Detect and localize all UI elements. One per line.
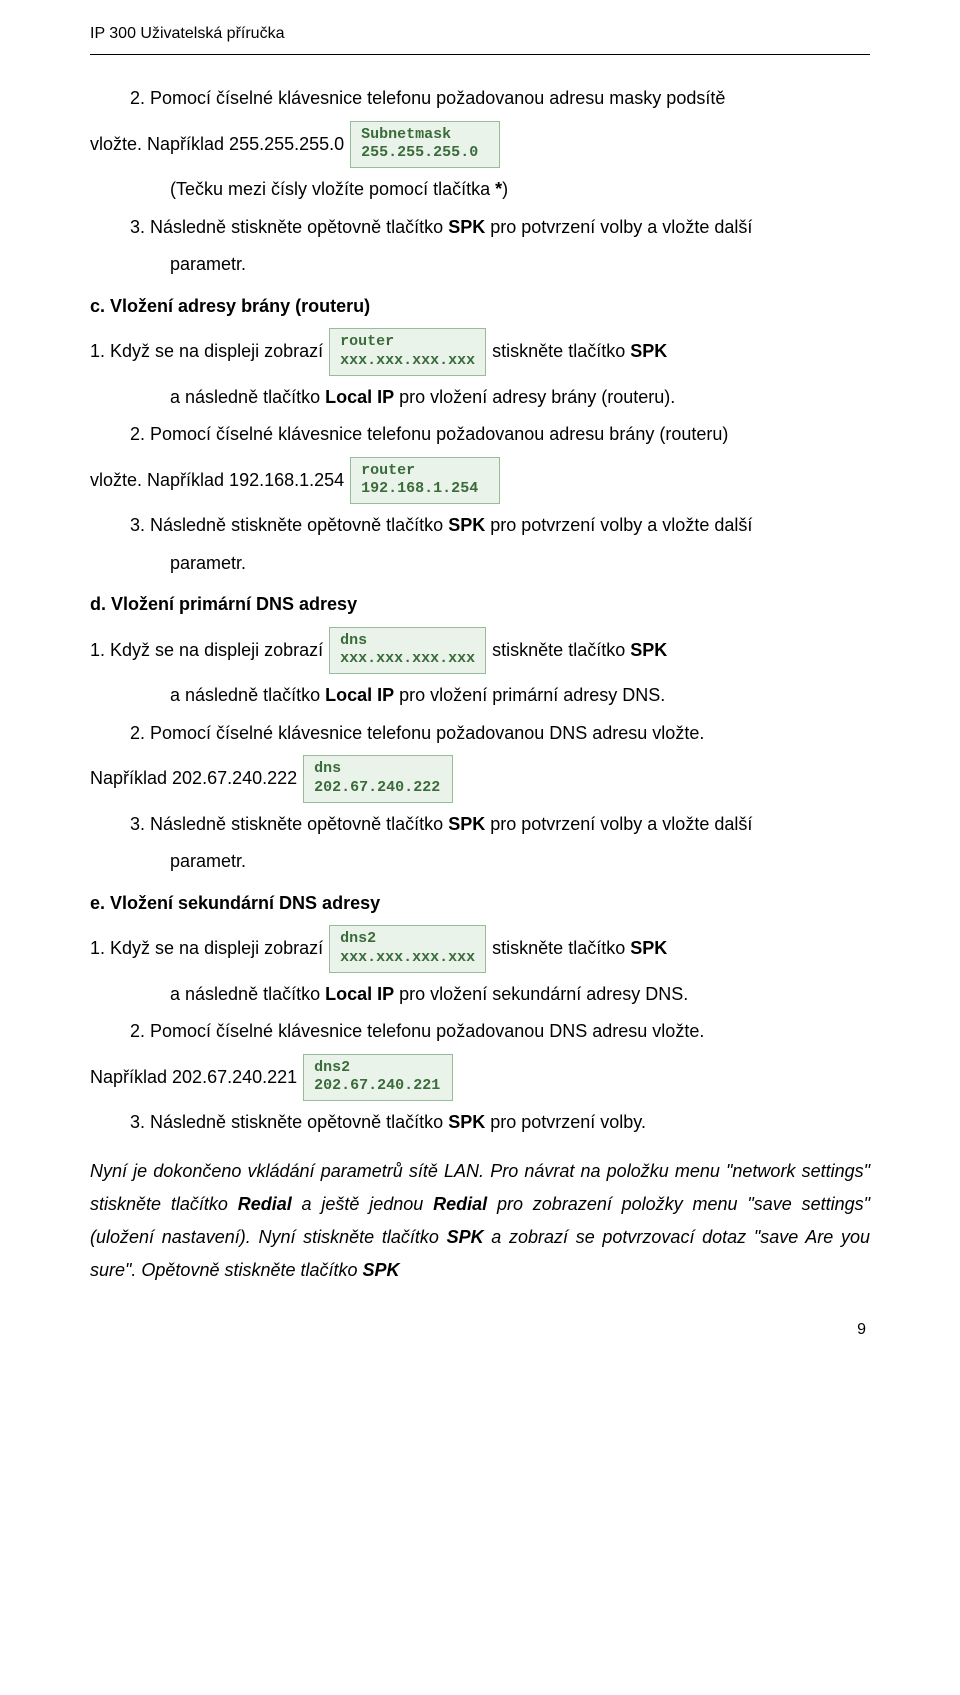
lcd-router-blank: router xxx.xxx.xxx.xxx bbox=[329, 328, 486, 376]
lcd-dns-blank: dns xxx.xxx.xxx.xxx bbox=[329, 627, 486, 675]
b-step2-row: vložte. Například 255.255.255.0 Subnetma… bbox=[90, 121, 870, 169]
c-title: c. Vložení adresy brány (routeru) bbox=[90, 291, 870, 323]
c-step3-line1: 3. Následně stiskněte opětovně tlačítko … bbox=[130, 510, 870, 542]
e-step2-row: Například 202.67.240.221 dns2 202.67.240… bbox=[90, 1054, 870, 1102]
c-step1-c: a následně tlačítko bbox=[170, 387, 325, 407]
c-step2-line1: 2. Pomocí číselné klávesnice telefonu po… bbox=[130, 419, 870, 451]
redial-label: Redial bbox=[433, 1194, 487, 1214]
c-step3-line2: parametr. bbox=[170, 548, 870, 580]
spk-label: SPK bbox=[630, 640, 667, 660]
localip-label: Local IP bbox=[325, 685, 394, 705]
d-step3-a: 3. Následně stiskněte opětovně tlačítko bbox=[130, 814, 448, 834]
section-d: d. Vložení primární DNS adresy 1. Když s… bbox=[90, 589, 870, 878]
d-step1-b: stiskněte tlačítko bbox=[492, 640, 630, 660]
e-step3-b: pro potvrzení volby. bbox=[485, 1112, 646, 1132]
e-step3-a: 3. Následně stiskněte opětovně tlačítko bbox=[130, 1112, 448, 1132]
e-step1-c: a následně tlačítko bbox=[170, 984, 325, 1004]
b-note-a: (Tečku mezi čísly vložíte pomocí tlačítk… bbox=[170, 179, 495, 199]
closing-paragraph: Nyní je dokončeno vkládání parametrů sít… bbox=[90, 1155, 870, 1288]
localip-label: Local IP bbox=[325, 984, 394, 1004]
b-step3-line2: parametr. bbox=[170, 249, 870, 281]
b-step3-b: pro potvrzení volby a vložte další bbox=[485, 217, 752, 237]
spk-label: SPK bbox=[630, 341, 667, 361]
d-step1-b-wrap: stiskněte tlačítko SPK bbox=[492, 635, 667, 667]
d-step1-cont: a následně tlačítko Local IP pro vložení… bbox=[170, 680, 870, 712]
lcd-dns2-blank: dns2 xxx.xxx.xxx.xxx bbox=[329, 925, 486, 973]
section-c: c. Vložení adresy brány (routeru) 1. Kdy… bbox=[90, 291, 870, 580]
c-step3-b: pro potvrzení volby a vložte další bbox=[485, 515, 752, 535]
e-step2-line1: 2. Pomocí číselné klávesnice telefonu po… bbox=[130, 1016, 870, 1048]
e-step2-line2: Například 202.67.240.221 bbox=[90, 1062, 297, 1094]
spk-label: SPK bbox=[448, 217, 485, 237]
d-step1-a: 1. Když se na displeji zobrazí bbox=[90, 635, 323, 667]
d-step1-row: 1. Když se na displeji zobrazí dns xxx.x… bbox=[90, 627, 870, 675]
e-title: e. Vložení sekundární DNS adresy bbox=[90, 888, 870, 920]
c-step1-b: stiskněte tlačítko bbox=[492, 341, 630, 361]
page-number: 9 bbox=[90, 1316, 870, 1344]
b-step3-line1: 3. Následně stiskněte opětovně tlačítko … bbox=[130, 212, 870, 244]
spk-label: SPK bbox=[363, 1260, 400, 1280]
localip-label: Local IP bbox=[325, 387, 394, 407]
d-step2-row: Například 202.67.240.222 dns 202.67.240.… bbox=[90, 755, 870, 803]
b-step2-line2: vložte. Například 255.255.255.0 bbox=[90, 129, 344, 161]
spk-label: SPK bbox=[448, 515, 485, 535]
d-step1-c: a následně tlačítko bbox=[170, 685, 325, 705]
d-step3-line1: 3. Následně stiskněte opětovně tlačítko … bbox=[130, 809, 870, 841]
fn-t2: a ještě jednou bbox=[292, 1194, 433, 1214]
page-header: IP 300 Uživatelská příručka bbox=[90, 20, 870, 55]
d-step1-c-end: pro vložení primární adresy DNS. bbox=[394, 685, 665, 705]
b-note-end: ) bbox=[502, 179, 508, 199]
c-step1-c-end: pro vložení adresy brány (routeru). bbox=[394, 387, 675, 407]
c-step1-a: 1. Když se na displeji zobrazí bbox=[90, 336, 323, 368]
d-title: d. Vložení primární DNS adresy bbox=[90, 589, 870, 621]
e-step3-line1: 3. Následně stiskněte opětovně tlačítko … bbox=[130, 1107, 870, 1139]
c-step2-row: vložte. Například 192.168.1.254 router 1… bbox=[90, 457, 870, 505]
d-step3-line2: parametr. bbox=[170, 846, 870, 878]
e-step1-a: 1. Když se na displeji zobrazí bbox=[90, 933, 323, 965]
b-step2-line1: 2. Pomocí číselné klávesnice telefonu po… bbox=[130, 83, 870, 115]
c-step3-a: 3. Následně stiskněte opětovně tlačítko bbox=[130, 515, 448, 535]
lcd-subnetmask: Subnetmask 255.255.255.0 bbox=[350, 121, 500, 169]
lcd-dns-val: dns 202.67.240.222 bbox=[303, 755, 453, 803]
spk-label: SPK bbox=[447, 1227, 484, 1247]
redial-label: Redial bbox=[238, 1194, 292, 1214]
spk-label: SPK bbox=[448, 814, 485, 834]
lcd-router-val: router 192.168.1.254 bbox=[350, 457, 500, 505]
spk-label: SPK bbox=[630, 938, 667, 958]
e-step1-b-wrap: stiskněte tlačítko SPK bbox=[492, 933, 667, 965]
c-step1-b-wrap: stiskněte tlačítko SPK bbox=[492, 336, 667, 368]
d-step3-b: pro potvrzení volby a vložte další bbox=[485, 814, 752, 834]
section-b-continued: 2. Pomocí číselné klávesnice telefonu po… bbox=[90, 83, 870, 281]
section-e: e. Vložení sekundární DNS adresy 1. Když… bbox=[90, 888, 870, 1139]
b-step3-a: 3. Následně stiskněte opětovně tlačítko bbox=[130, 217, 448, 237]
document-page: IP 300 Uživatelská příručka 2. Pomocí čí… bbox=[0, 0, 960, 1374]
c-step1-row: 1. Když se na displeji zobrazí router xx… bbox=[90, 328, 870, 376]
c-step2-line2: vložte. Například 192.168.1.254 bbox=[90, 465, 344, 497]
e-step1-c-end: pro vložení sekundární adresy DNS. bbox=[394, 984, 688, 1004]
e-step1-cont: a následně tlačítko Local IP pro vložení… bbox=[170, 979, 870, 1011]
lcd-dns2-val: dns2 202.67.240.221 bbox=[303, 1054, 453, 1102]
e-step1-row: 1. Když se na displeji zobrazí dns2 xxx.… bbox=[90, 925, 870, 973]
b-step2-note: (Tečku mezi čísly vložíte pomocí tlačítk… bbox=[170, 174, 870, 206]
c-step1-cont: a následně tlačítko Local IP pro vložení… bbox=[170, 382, 870, 414]
spk-label: SPK bbox=[448, 1112, 485, 1132]
d-step2-line1: 2. Pomocí číselné klávesnice telefonu po… bbox=[130, 718, 870, 750]
e-step1-b: stiskněte tlačítko bbox=[492, 938, 630, 958]
d-step2-line2: Například 202.67.240.222 bbox=[90, 763, 297, 795]
